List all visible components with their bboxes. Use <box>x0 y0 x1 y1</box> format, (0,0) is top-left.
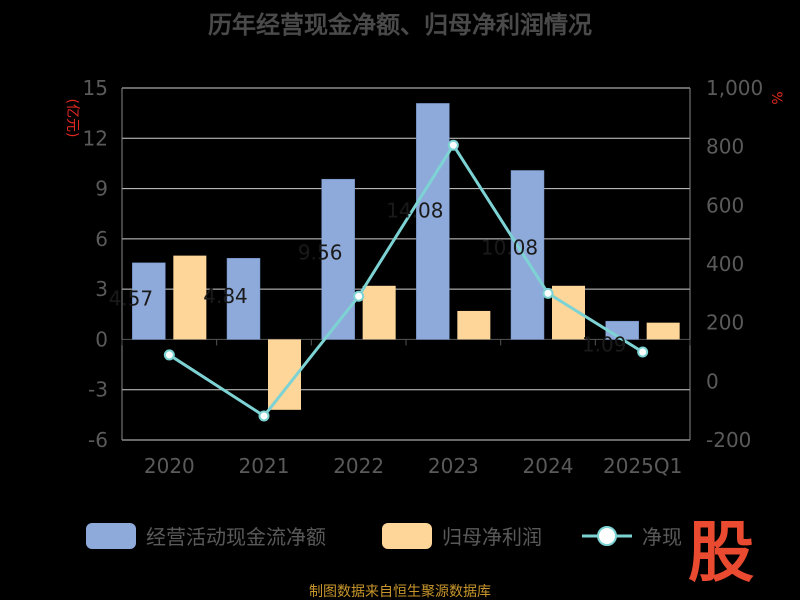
net-cash-point <box>258 410 270 422</box>
cash-flow-data-label: 14.08 <box>386 199 443 223</box>
source-text: 制图数据来自恒生聚源数据库 <box>309 584 491 600</box>
legend-label-net-profit: 归母净利润 <box>442 525 542 549</box>
logo-badge: 股 <box>688 514 754 591</box>
cash-flow-bar <box>132 262 166 340</box>
left-axis-unit: (亿元) <box>64 99 80 138</box>
x-tick-label: 2021 <box>239 454 290 478</box>
net-cash-point <box>163 349 175 361</box>
chart-title: 历年经营现金净额、归母净利润情况 <box>208 11 592 39</box>
cash-flow-bar <box>416 103 450 340</box>
net-cash-point <box>542 287 554 299</box>
x-tick-label: 2020 <box>144 454 195 478</box>
y-left-tick-label: 3 <box>95 277 108 301</box>
line-series <box>163 139 649 422</box>
y-left-tick-label: 9 <box>95 177 108 201</box>
cash-flow-data-label: 1.09 <box>582 332 627 356</box>
y-left-tick-label: -6 <box>88 428 108 452</box>
net-cash-point <box>447 139 459 151</box>
x-tick-label: 2024 <box>523 454 574 478</box>
net-cash-point <box>353 290 365 302</box>
y-left-tick-label: -3 <box>88 378 108 402</box>
legend: 经营活动现金流净额 归母净利润 净现 <box>86 523 682 549</box>
net-profit-bar <box>457 310 491 340</box>
cash-flow-data-label: 4.57 <box>109 286 154 310</box>
y-left-tick-label: 15 <box>83 76 108 100</box>
x-tick-label: 2023 <box>428 454 479 478</box>
cash-flow-bar <box>226 258 261 340</box>
y-left-tick-label: 12 <box>83 126 108 150</box>
legend-marker-net-cash <box>597 526 617 546</box>
bars <box>132 103 680 410</box>
cash-flow-data-label: 10.08 <box>481 236 538 260</box>
cash-flow-bar <box>510 170 545 340</box>
legend-label-net-cash: 净现 <box>642 525 682 549</box>
y-right-tick-label: 600 <box>706 193 744 217</box>
net-profit-bar <box>173 255 207 340</box>
y-left-tick-label: 6 <box>95 227 108 251</box>
y-left-tick-label: 0 <box>95 327 108 351</box>
y-right-tick-label: 0 <box>706 369 719 393</box>
y-right-tick-label: 200 <box>706 311 744 335</box>
net-profit-bar <box>646 322 680 340</box>
legend-label-cash-flow: 经营活动现金流净额 <box>146 525 326 549</box>
x-tick-label: 2022 <box>333 454 384 478</box>
axes: -6 -3 0 3 6 9 12 15 -200 0 200 400 600 800 1,000 2020 20… <box>83 76 764 478</box>
gridlines <box>122 87 690 441</box>
y-right-tick-label: 800 <box>706 135 744 159</box>
cash-flow-bar <box>321 178 355 340</box>
legend-swatch-net-profit <box>382 523 432 549</box>
x-tick-label: 2025Q1 <box>603 454 682 478</box>
y-right-tick-label: 400 <box>706 252 744 276</box>
net-profit-bar <box>362 285 396 340</box>
net-cash-line <box>168 142 644 418</box>
y-right-tick-label: 1,000 <box>706 76 763 100</box>
cash-flow-data-label: 9.56 <box>298 240 343 264</box>
data-labels: 4.57 4.84 9.56 14.08 10.08 1.09 <box>109 199 627 357</box>
legend-swatch-cash-flow <box>86 523 136 549</box>
y-right-tick-label: -200 <box>706 428 751 452</box>
net-cash-point <box>637 346 649 358</box>
logo-icon: 股 <box>688 514 754 591</box>
cash-flow-data-label: 4.84 <box>203 284 248 308</box>
right-axis-unit: % <box>768 91 784 104</box>
